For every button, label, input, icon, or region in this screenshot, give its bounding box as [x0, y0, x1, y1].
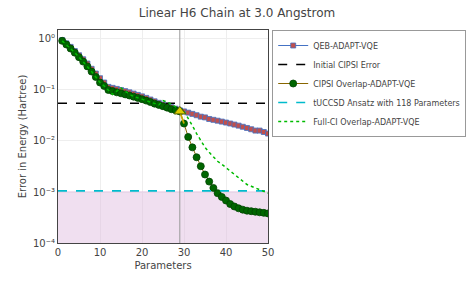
svg-text:10⁰: 10⁰: [38, 33, 55, 44]
svg-text:40: 40: [220, 247, 233, 258]
svg-text:Initial CIPSI Error: Initial CIPSI Error: [313, 61, 381, 70]
svg-text:0: 0: [55, 247, 61, 258]
svg-text:10⁻³: 10⁻³: [33, 187, 55, 198]
svg-text:30: 30: [178, 247, 191, 258]
svg-text:10⁻⁴: 10⁻⁴: [33, 238, 55, 249]
svg-text:10⁻²: 10⁻²: [33, 135, 55, 146]
svg-text:tUCCSD Ansatz with 118 Paramet: tUCCSD Ansatz with 118 Parameters: [313, 99, 460, 108]
svg-text:50: 50: [262, 247, 275, 258]
svg-text:QEB-ADAPT-VQE: QEB-ADAPT-VQE: [313, 42, 378, 51]
svg-text:CIPSI Overlap-ADAPT-VQE: CIPSI Overlap-ADAPT-VQE: [313, 80, 415, 89]
svg-text:Parameters: Parameters: [134, 260, 191, 271]
svg-text:Linear H6 Chain at 3.0 Angstro: Linear H6 Chain at 3.0 Angstrom: [139, 6, 336, 20]
svg-text:Error in Energy (Hartree): Error in Energy (Hartree): [17, 75, 28, 199]
svg-text:10: 10: [94, 247, 107, 258]
svg-text:Full-CI Overlap-ADAPT-VQE: Full-CI Overlap-ADAPT-VQE: [313, 118, 419, 127]
svg-text:10⁻¹: 10⁻¹: [33, 84, 55, 95]
svg-text:20: 20: [136, 247, 149, 258]
